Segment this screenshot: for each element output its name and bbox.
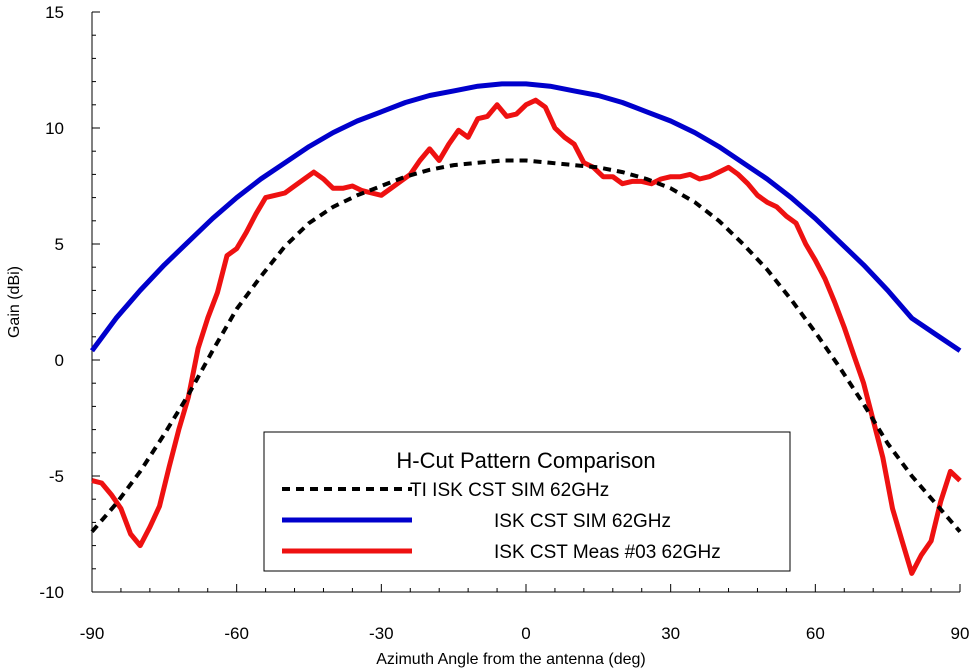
series-line-1	[89, 81, 962, 353]
legend: H-Cut Pattern Comparison TI ISK CST SIM …	[263, 431, 791, 572]
chart-axes: -10 -5 0 5 10 15 -90 -60 -30 0 30 60 90	[39, 3, 969, 643]
legend-items: TI ISK CST SIM 62GHz ISK CST SIM 62GHz ISK…	[282, 480, 721, 563]
y-tick-label: -10	[39, 583, 64, 602]
legend-title: H-Cut Pattern Comparison	[396, 448, 655, 473]
legend-box	[263, 431, 791, 572]
x-tick-label: -30	[369, 624, 394, 643]
y-tick-label: 0	[55, 351, 64, 370]
legend-label-2: ISK CST Meas #03 62GHz	[494, 542, 721, 563]
legend-label-0: TI ISK CST SIM 62GHz	[410, 480, 609, 501]
y-axis-title: Gain (dBi)	[6, 266, 23, 338]
series-line-0	[90, 158, 962, 534]
y-tick-label: 5	[55, 235, 64, 254]
legend-label-1: ISK CST SIM 62GHz	[494, 511, 671, 532]
x-tick-label: 60	[806, 624, 825, 643]
y-tick-label: 10	[45, 119, 64, 138]
y-tick-label: 15	[45, 3, 64, 22]
x-axis-title: Azimuth Angle from the antenna (deg)	[376, 651, 646, 668]
x-tick-label: -90	[80, 624, 105, 643]
x-tick-label: 90	[951, 624, 970, 643]
series-line-2	[91, 97, 962, 576]
y-tick-label: -5	[49, 467, 64, 486]
x-tick-label: 30	[661, 624, 680, 643]
x-tick-label: 0	[521, 624, 530, 643]
x-tick-label: -60	[224, 624, 249, 643]
chart-series-layer	[89, 81, 962, 576]
